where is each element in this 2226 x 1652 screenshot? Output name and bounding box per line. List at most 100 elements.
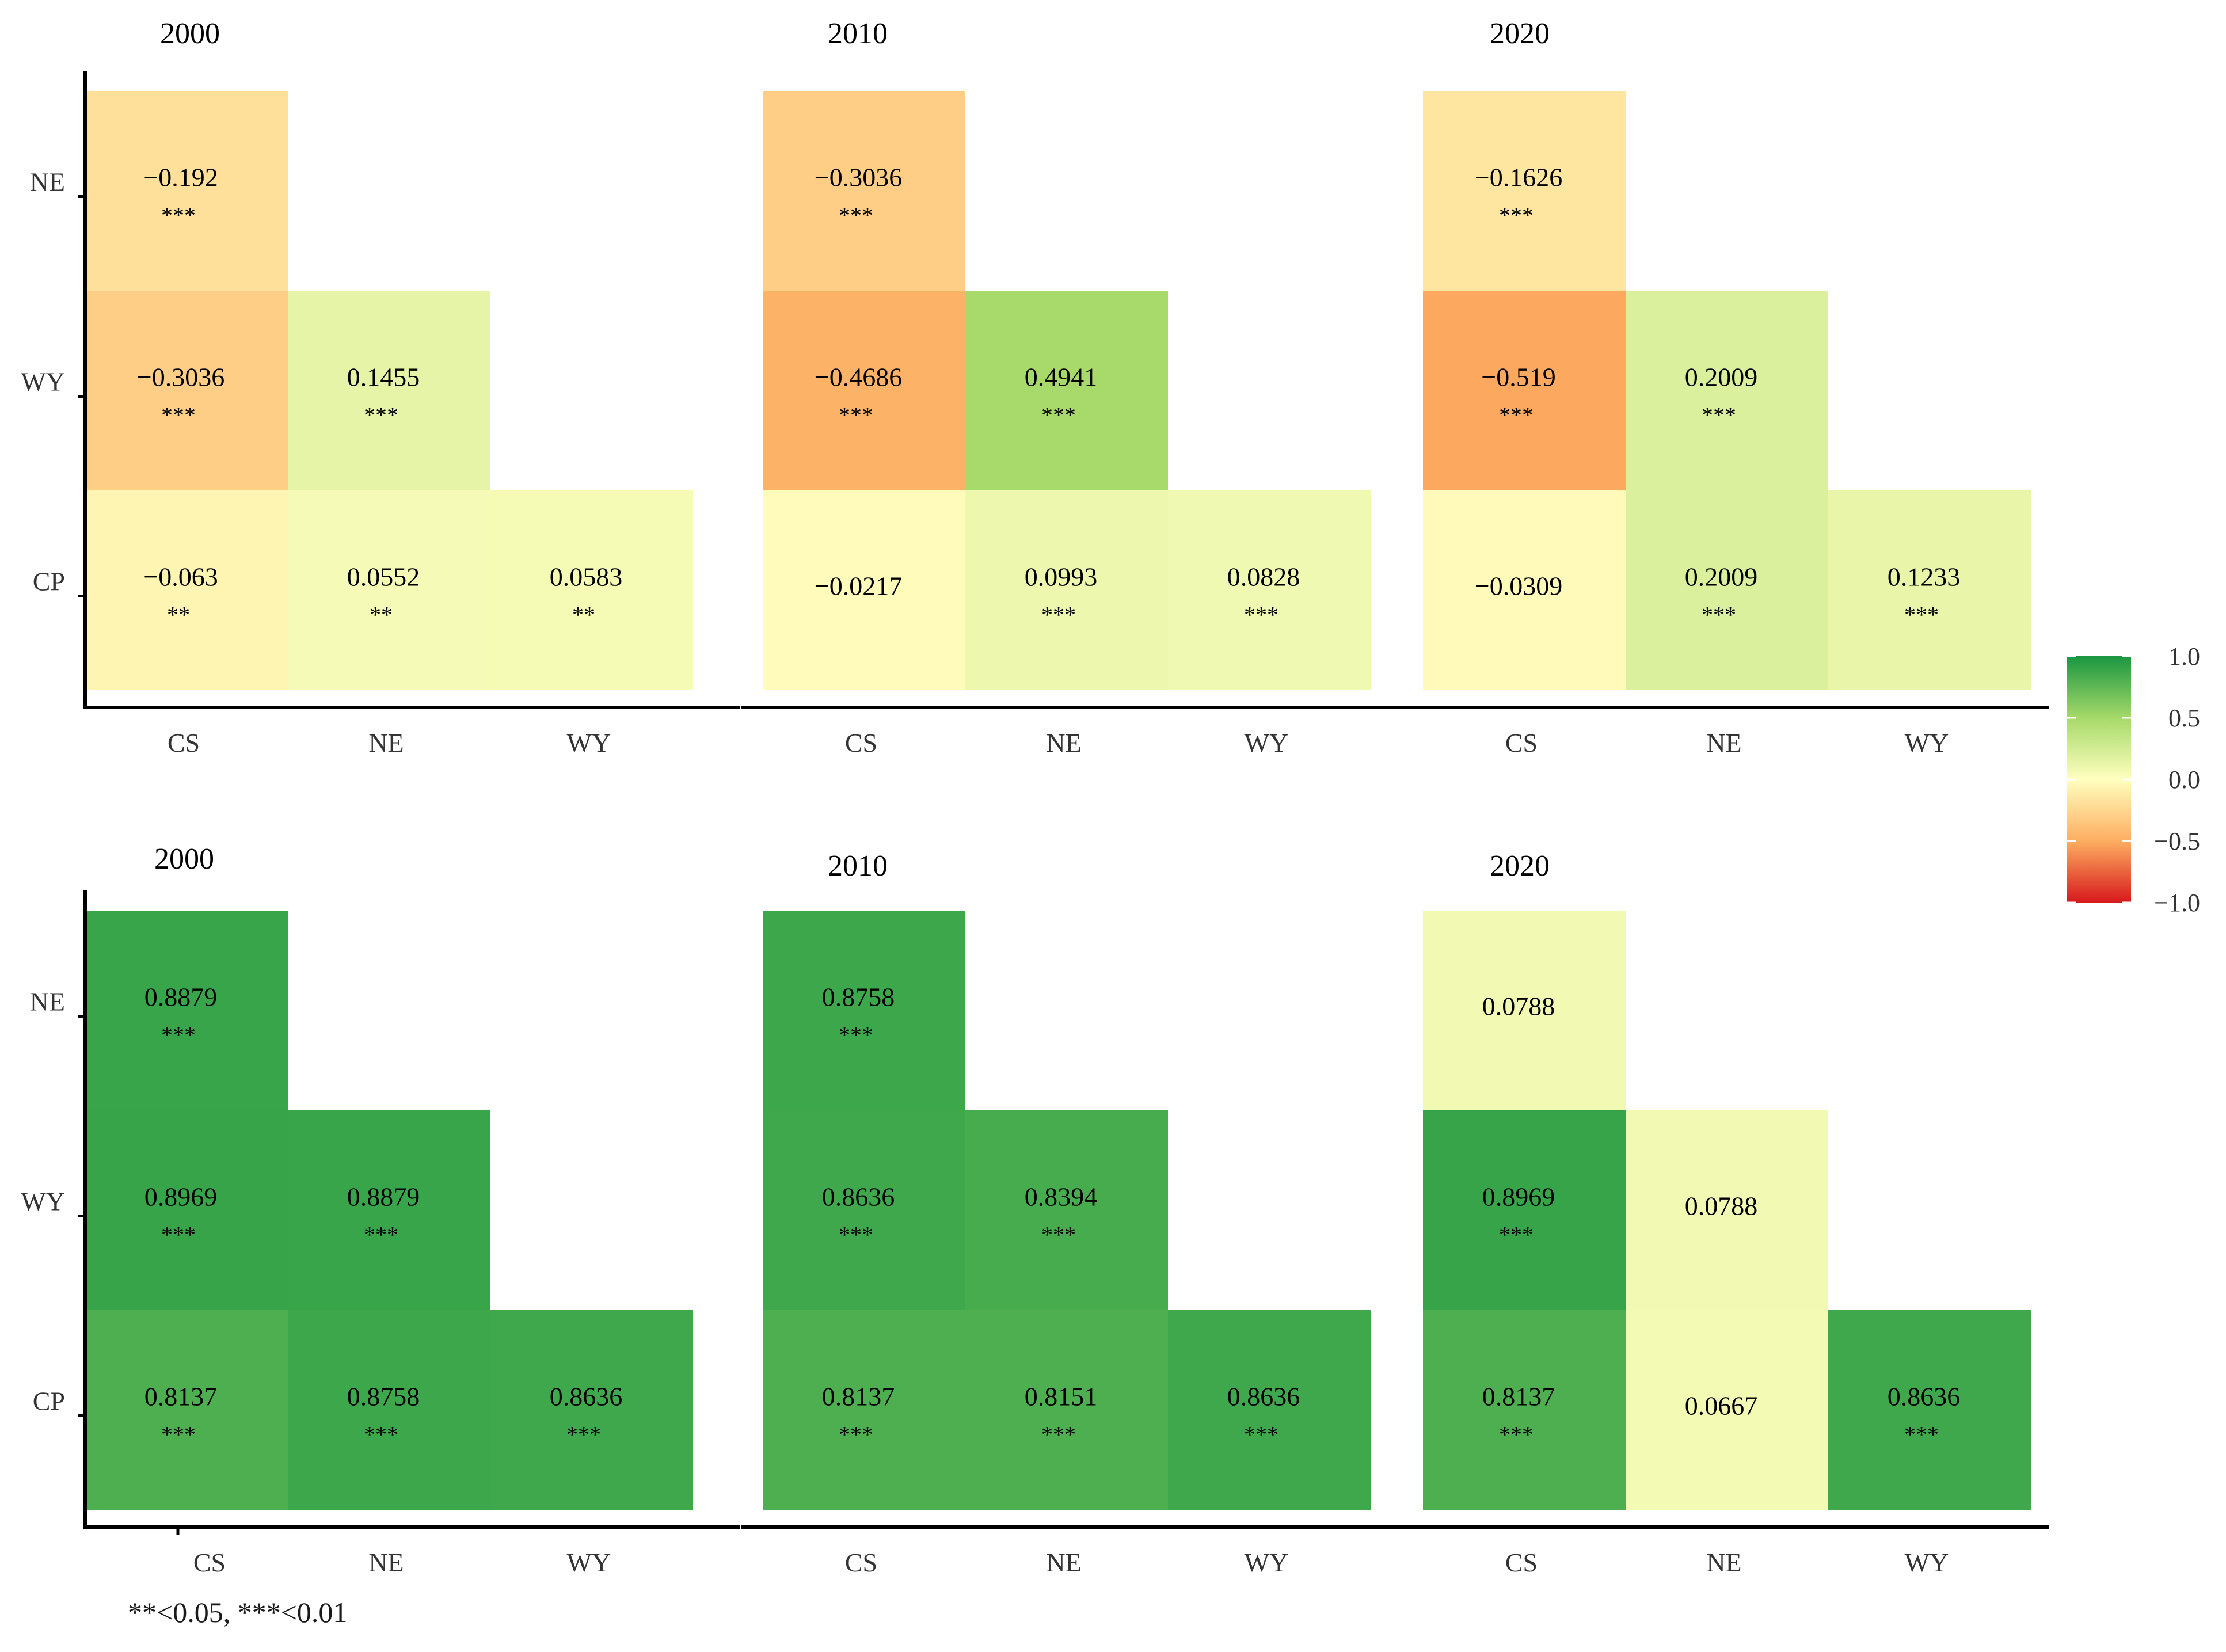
cell-value-label: −0.192: [143, 163, 218, 192]
heatmap-cell: [288, 1310, 490, 1510]
heatmap-cell: [288, 1110, 490, 1310]
cell-value-label: 0.0993: [1025, 562, 1098, 592]
significance-label: ***: [839, 203, 873, 229]
x-tick-label: NE: [1046, 1548, 1081, 1577]
x-tick-label: CS: [1505, 728, 1538, 758]
colorbar-legend: 1.0 0.5 0.0 −0.5 −1.0: [2067, 642, 2200, 917]
x-tick-label: NE: [368, 1548, 404, 1577]
cell-value-label: 0.1233: [1888, 562, 1961, 592]
y-tick-label: CP: [33, 1387, 65, 1416]
significance-label: ***: [161, 1422, 196, 1448]
x-tick-label: WY: [1245, 728, 1289, 758]
significance-label: ***: [1904, 602, 1939, 628]
significance-label: ***: [1499, 1422, 1534, 1448]
cell-value-label: −0.0309: [1475, 572, 1562, 601]
heatmap-cell: [1828, 490, 2031, 690]
heatmap-cell: [288, 490, 490, 690]
heatmap-cell: [1423, 490, 1626, 690]
cell-value-label: 0.0552: [347, 562, 420, 592]
significance-label: ***: [1499, 203, 1534, 229]
significance-label: ***: [1041, 1422, 1076, 1448]
panel-title: 2000: [154, 843, 214, 876]
heatmap-cell: [288, 291, 490, 490]
x-tick-label: WY: [1905, 1548, 1949, 1577]
significance-label: ***: [1244, 1422, 1278, 1448]
cell-value-label: 0.2009: [1685, 363, 1758, 392]
heatmap-cell: [965, 490, 1168, 690]
x-tick-label: NE: [1706, 1548, 1741, 1577]
cell-value-label: 0.8879: [347, 1182, 420, 1212]
cell-value-label: 0.8636: [1227, 1382, 1300, 1411]
heatmap-cell: [490, 1310, 693, 1510]
panel-title: 2020: [1490, 850, 1550, 882]
significance-label: ***: [566, 1422, 601, 1448]
heatmap-cell: [85, 1310, 288, 1510]
heatmap-cell: [85, 490, 288, 690]
x-tick-label: WY: [567, 1548, 611, 1577]
significance-label: ***: [839, 1022, 873, 1048]
significance-label: ***: [1499, 1222, 1534, 1248]
significance-label: ***: [161, 1022, 196, 1048]
heatmap-cell: [763, 1310, 965, 1510]
colorbar-tick-label: 0.0: [2168, 766, 2200, 794]
heatmap-cell: [763, 291, 965, 490]
cell-value-label: 0.8636: [822, 1182, 895, 1212]
heatmap-cell: [85, 291, 288, 490]
heatmap-cell: [1168, 1310, 1371, 1510]
heatmap-cell: [85, 1110, 288, 1310]
x-tick-label: NE: [368, 728, 404, 758]
significance-label: **: [370, 602, 393, 628]
cell-value-label: 0.0788: [1685, 1192, 1758, 1221]
significance-label: ***: [161, 402, 196, 428]
cell-value-label: 0.1455: [347, 363, 420, 392]
y-tick-label: NE: [30, 987, 65, 1017]
cell-value-label: 0.8636: [550, 1382, 623, 1411]
cell-value-label: 0.8969: [144, 1182, 218, 1212]
y-tick-label: CP: [33, 567, 65, 596]
x-tick-label: CS: [845, 728, 877, 758]
cell-value-label: −0.3036: [137, 363, 224, 392]
y-tick-label: WY: [21, 1187, 65, 1216]
heatmap-cell: [85, 91, 288, 291]
colorbar-tick-label: 1.0: [2168, 642, 2200, 671]
panel-title: 2010: [828, 850, 888, 882]
heatmap-cell: [1423, 1310, 1626, 1510]
cell-value-label: 0.4941: [1025, 363, 1098, 392]
cell-value-label: 0.8137: [1482, 1382, 1555, 1411]
panel-title: 2000: [160, 17, 220, 50]
panel-title: 2010: [828, 17, 888, 50]
heatmap-cell: [1626, 1310, 1828, 1510]
heatmap-cell: [1423, 1110, 1626, 1310]
significance-label: ***: [839, 1422, 873, 1448]
significance-label: ***: [161, 1222, 196, 1248]
cell-value-label: −0.063: [143, 562, 218, 592]
heatmap-cell: [1423, 291, 1626, 490]
x-tick-label: CS: [845, 1548, 877, 1577]
cell-value-label: 0.8151: [1025, 1382, 1098, 1411]
heatmap-cell: [965, 291, 1168, 490]
significance-label: ***: [1041, 602, 1076, 628]
x-tick-label: WY: [1245, 1548, 1289, 1577]
heatmap-panel: 2000 0.8879 *** 0.8969 *** 0.8879 *** 0.8137 ***…: [21, 843, 740, 1577]
colorbar-tick-label: 0.5: [2168, 704, 2200, 732]
heatmap-cell: [1626, 490, 1828, 690]
cell-value-label: 0.0788: [1482, 992, 1555, 1021]
significance-label: ***: [1702, 402, 1736, 428]
cell-value-label: 0.8969: [1482, 1182, 1555, 1212]
heatmap-cell: [1626, 291, 1828, 490]
significance-label: ***: [364, 402, 398, 428]
heatmap-panel: 2020 −0.1626 *** −0.519 *** 0.2009 *** −0.0309 0…: [1400, 17, 2049, 758]
heatmap-cell: [763, 91, 965, 291]
heatmap-cell: [1626, 1110, 1828, 1310]
significance-label: ***: [364, 1222, 398, 1248]
colorbar-tick-label: −1.0: [2154, 889, 2200, 917]
x-tick-label: CS: [1505, 1548, 1538, 1577]
y-tick-label: NE: [30, 168, 65, 197]
significance-label: ***: [839, 402, 873, 428]
significance-label: ***: [839, 1222, 873, 1248]
cell-value-label: −0.4686: [815, 363, 902, 392]
heatmap-panel: 2000 −0.192 *** −0.3036 *** 0.1455 *** −0.063 **…: [21, 17, 740, 758]
x-tick-label: NE: [1046, 728, 1081, 758]
y-tick-label: WY: [21, 367, 65, 397]
